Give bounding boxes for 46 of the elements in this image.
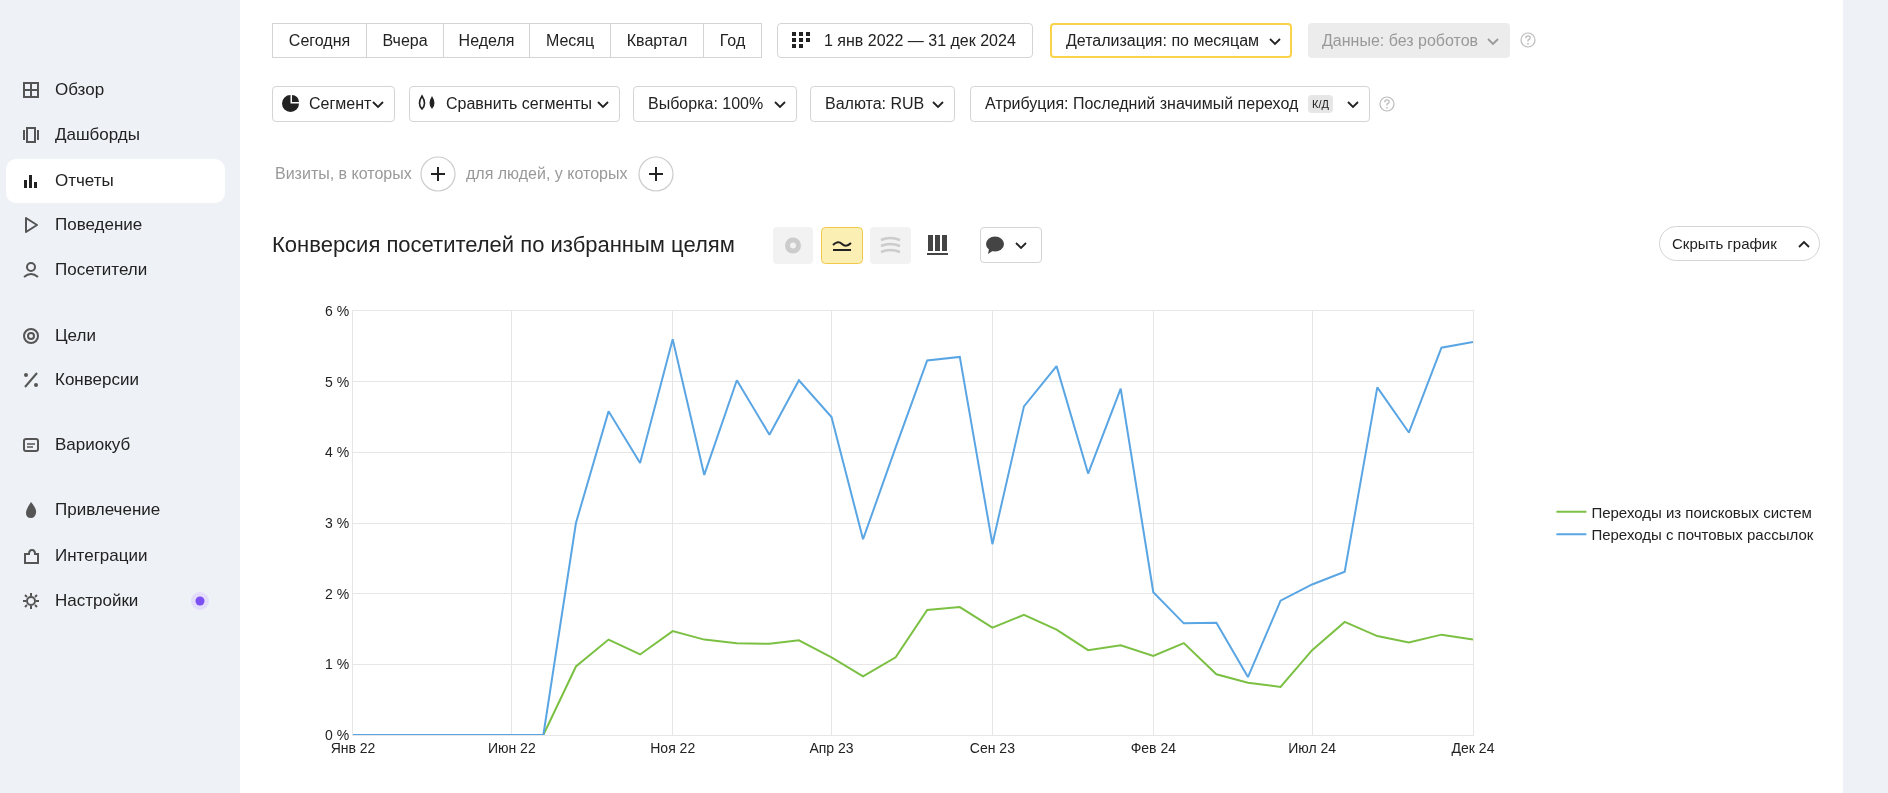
y-tick-label: 4 % [325,444,350,461]
text: Визиты, в которых [275,164,412,184]
text: Поведение [55,215,143,235]
text: Сегодня [272,23,367,58]
line-series [353,338,1473,735]
text: Настройки [55,591,139,611]
text: Обзор [55,80,105,100]
x-tick-label: Июн 22 [487,739,536,756]
text: Детализация: по месяцам [1050,23,1292,58]
chart-title: Конверсия посетителей по избранным целям [272,231,735,259]
x-tick-label: Июл 24 [1288,739,1337,756]
text: Данные: без роботов [1308,23,1510,58]
text: Год [703,23,762,58]
x-tick-label: Сен 23 [969,739,1016,756]
text: Атрибуция: Последний значимый переход [985,95,1299,112]
text: Привлечение [55,500,161,520]
text: Вариокуб [55,435,131,455]
text: Вчера [366,23,444,58]
y-tick-label: 3 % [325,514,350,531]
text: Квартал [610,23,704,58]
text: Скрыть график [1659,226,1820,261]
y-tick-label: 2 % [325,585,350,602]
text: Посетители [55,260,148,280]
text: Сравнить сегменты [409,86,620,122]
y-tick-label: 5 % [325,373,350,390]
x-tick-label: Дек 24 [1451,739,1495,756]
text: Конверсии [55,370,139,390]
x-tick-label: Апр 23 [809,739,854,756]
text: Месяц [529,23,611,58]
x-tick-label: Ноя 22 [650,739,696,756]
text: 1 янв 2022 — 31 дек 2024 [777,23,1033,58]
text: Отчеты [55,171,114,191]
y-tick-label: 6 % [325,302,350,319]
text: Дашборды [55,125,140,145]
text: Сегмент [272,86,395,122]
text: Интеграции [55,546,148,566]
legend-label: Переходы с почтовых рассылок [1591,526,1814,544]
text: Цели [55,326,96,346]
text: для людей, у которых [466,164,628,184]
x-tick-label: Фев 24 [1130,739,1177,756]
text: Неделя [443,23,530,58]
text: К/Д [1308,95,1333,113]
y-tick-label: 1 % [325,656,350,673]
text: Валюта: RUB [810,86,955,122]
legend-label: Переходы из поисковых систем [1591,503,1812,521]
text: Выборка: 100% [633,86,797,122]
